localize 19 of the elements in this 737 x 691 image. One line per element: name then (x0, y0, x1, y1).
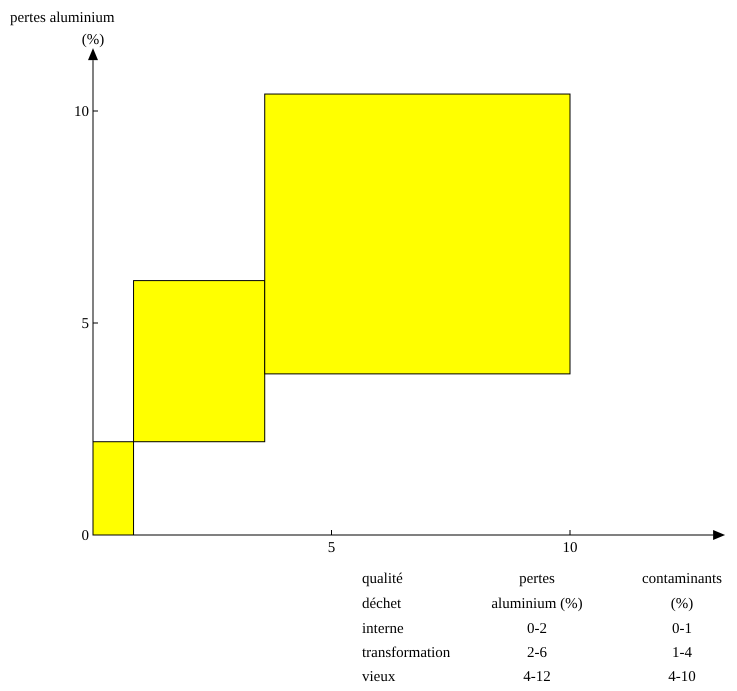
text: qualité (362, 571, 404, 587)
text: vieux (362, 669, 396, 685)
text: (%) (670, 596, 694, 612)
text: pertes (519, 571, 556, 587)
text: 0-1 (672, 621, 692, 637)
text: interne (362, 621, 404, 637)
text: 2-6 (527, 645, 548, 661)
y-tick-label: 10 (74, 104, 89, 120)
y-tick-label: 0 (82, 528, 89, 544)
y-tick-label: 5 (82, 316, 89, 332)
text: aluminium (%) (491, 596, 583, 612)
text: 4-12 (523, 669, 551, 685)
text: 1-4 (672, 645, 692, 661)
y-axis-title: pertes aluminium (%) (10, 10, 115, 48)
text: 4-10 (668, 669, 696, 685)
text: 0-2 (527, 621, 547, 637)
text: transformation (362, 645, 451, 661)
text: contaminants (642, 571, 722, 587)
text: déchet (362, 596, 402, 612)
